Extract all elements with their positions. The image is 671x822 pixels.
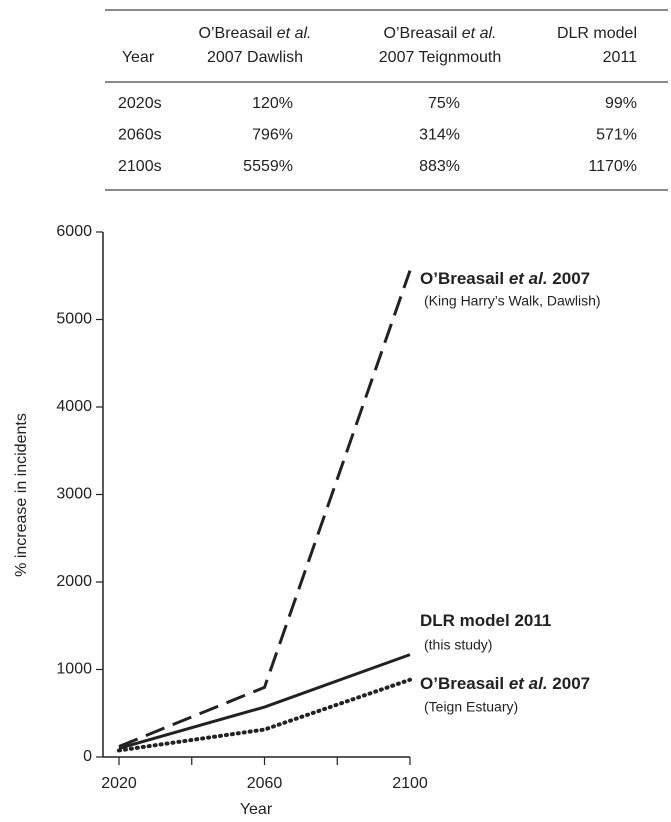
table-cell: 883% (419, 158, 460, 175)
header-cell: O’Breasail et al. (199, 25, 312, 42)
series-note: (Teign Estuary) (424, 699, 518, 715)
x-axis-label: Year (240, 801, 273, 818)
series-note: (this study) (424, 637, 492, 653)
y-tick-label: 4000 (56, 398, 92, 415)
text-part: DLR model 2011 (420, 611, 551, 630)
table-cell: 314% (419, 127, 460, 144)
text-part: et al. (509, 269, 548, 288)
y-tick-label: 6000 (56, 223, 92, 240)
header-cell: 2007 Dawlish (207, 49, 303, 66)
x-tick-label: 2100 (392, 775, 428, 792)
header-cell: O’Breasail et al. (384, 25, 497, 42)
y-tick-label: 1000 (56, 661, 92, 678)
series-line (117, 677, 412, 753)
table-cell: 5559% (243, 158, 293, 175)
table-cell: 120% (252, 95, 293, 112)
header-cell: Year (122, 49, 155, 66)
series-label: O’Breasail et al. 2007 (420, 674, 590, 693)
text-part: et al. (462, 25, 497, 42)
y-tick-label: 5000 (56, 311, 92, 328)
text-part: et al. (509, 674, 548, 693)
y-tick-label: 2000 (56, 573, 92, 590)
text-part: O’Breasail (420, 674, 509, 693)
text-part: 2007 (548, 674, 591, 693)
series-line (118, 653, 411, 750)
table-cell: 99% (605, 95, 637, 112)
series-line (118, 270, 412, 748)
series-label: O’Breasail et al. 2007 (420, 269, 590, 288)
table-cell: 2060s (118, 127, 162, 144)
text-part: DLR model (557, 25, 637, 42)
x-tick-label: 2060 (247, 775, 283, 792)
header-cell: 2011 (603, 49, 638, 66)
table-cell: 571% (596, 127, 637, 144)
text-part: et al. (277, 25, 312, 42)
series-note: (King Harry’s Walk, Dawlish) (424, 293, 601, 309)
y-tick-label: 0 (83, 748, 92, 765)
series-label: DLR model 2011 (420, 611, 551, 630)
y-axis-label: % increase in incidents (13, 413, 30, 577)
y-tick-label: 3000 (56, 486, 92, 503)
header-cell: DLR model (557, 25, 637, 42)
text-part: Year (122, 49, 155, 66)
x-tick-label: 2020 (101, 775, 137, 792)
text-part: O’Breasail (384, 25, 462, 42)
table-cell: 1170% (588, 158, 637, 175)
table-cell: 2020s (118, 95, 162, 112)
table-cell: 75% (428, 95, 460, 112)
text-part: O’Breasail (420, 269, 509, 288)
table-cell: 2100s (118, 158, 162, 175)
table-cell: 796% (252, 127, 293, 144)
text-part: 2007 (548, 269, 591, 288)
header-cell: 2007 Teignmouth (379, 49, 501, 66)
text-part: O’Breasail (199, 25, 277, 42)
